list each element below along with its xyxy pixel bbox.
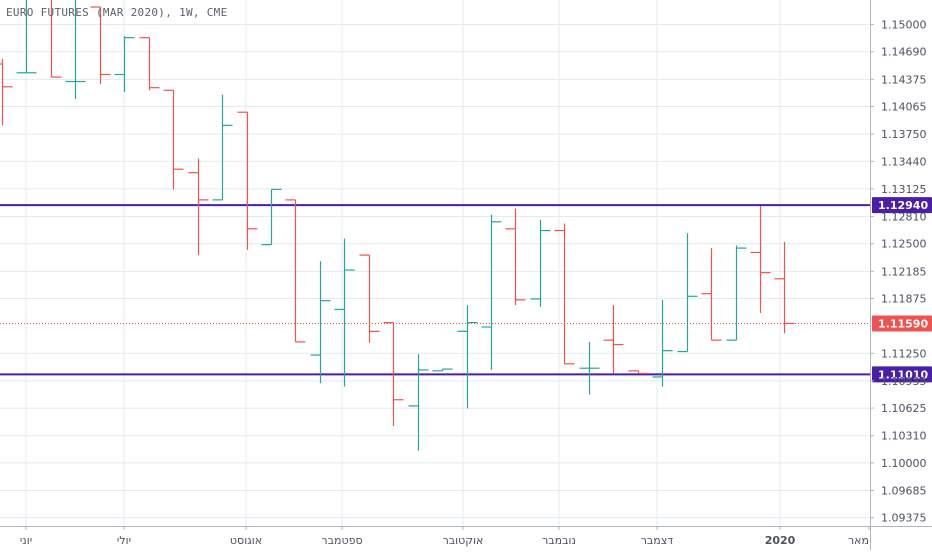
ohlc-bar (530, 220, 551, 307)
ohlc-bar (65, 0, 86, 100)
ohlc-bar (481, 214, 502, 370)
level-price-label: 1.12940 (878, 199, 928, 212)
price-tick-label: 1.14375 (881, 73, 927, 86)
price-tick-label: 1.10625 (881, 402, 927, 415)
ohlc-bar (114, 35, 135, 93)
ohlc-bar (285, 199, 306, 343)
time-tick-label: מאר (848, 534, 869, 547)
ohlc-bar (139, 37, 160, 91)
ohlc-bar (652, 299, 673, 387)
ohlc-bar (334, 238, 355, 387)
ohlc-bar (310, 261, 331, 384)
price-tick-label: 1.14065 (881, 101, 927, 114)
ohlc-bar (16, 0, 37, 74)
ohlc-bar (505, 208, 526, 306)
ohlc-bars (0, 0, 795, 451)
grid-lines (0, 0, 870, 526)
time-tick-label: אוקטובר (443, 534, 484, 547)
ohlc-bar (554, 223, 575, 365)
ohlc-bar (628, 370, 649, 375)
ohlc-bar (261, 188, 282, 246)
ohlc-bar (457, 305, 478, 409)
ohlc-bar (432, 368, 453, 372)
ohlc-bar (90, 6, 111, 85)
price-tick-label: 1.13750 (881, 128, 927, 141)
price-tick-label: 1.09375 (881, 512, 927, 525)
price-tick-label: 1.10310 (881, 430, 927, 443)
ohlc-bar (408, 354, 429, 451)
ohlc-bar (212, 94, 233, 201)
price-tick-label: 1.11875 (881, 293, 927, 306)
level-price-label: 1.11010 (878, 368, 928, 381)
ohlc-bar (50, 0, 62, 78)
horizontal-levels[interactable]: 1.12940 1.11010 1.11590 (0, 197, 932, 383)
time-tick-label: דצמבר (641, 534, 674, 547)
price-tick-label: 1.13125 (881, 183, 927, 196)
price-tick-label: 1.12185 (881, 265, 927, 278)
price-tick-label: 1.10000 (881, 457, 927, 470)
ohlc-bar (603, 305, 624, 374)
ohlc-bar (774, 241, 795, 334)
ohlc-bar (359, 254, 380, 343)
price-axis[interactable]: 1.15000 1.14690 1.14375 1.14065 1.13750 1.134… (870, 0, 927, 550)
price-tick-label: 1.10935 (881, 375, 927, 388)
price-tick-label: 1.09685 (881, 484, 927, 497)
time-tick-label: אוגוסט (230, 534, 262, 547)
ohlc-bar (579, 341, 600, 395)
ohlc-bar (0, 58, 13, 126)
ohlc-bar (383, 322, 404, 427)
price-tick-label: 1.15000 (881, 19, 927, 32)
ohlc-bar (188, 158, 209, 256)
time-tick-label: יולי (117, 534, 131, 547)
price-tick-label: 1.12810 (881, 211, 927, 224)
level-price-tag (872, 366, 932, 383)
ohlc-bar (163, 89, 184, 190)
last-price-label: 1.11590 (878, 317, 928, 330)
chart-title: EURO FUTURES (MAR 2020), 1W, CME (6, 6, 228, 19)
time-tick-label: 2020 (765, 534, 796, 547)
level-price-tag (872, 197, 932, 214)
time-tick-label: יוני (20, 534, 32, 547)
ohlc-bar (726, 245, 747, 341)
price-tick-label: 1.12500 (881, 238, 927, 251)
ohlc-bar (237, 111, 258, 250)
ohlc-bar (701, 248, 722, 341)
time-tick-label: נובמבר (542, 534, 576, 547)
ohlc-bar (677, 233, 698, 353)
last-price-tag (872, 315, 932, 332)
price-tick-label: 1.14690 (881, 46, 927, 59)
price-tick-label: 1.13440 (881, 155, 927, 168)
ohlc-bar (750, 206, 771, 313)
price-tick-label: 1.11250 (881, 347, 927, 360)
time-axis[interactable]: יוני יולי אוגוסט ספטמבר אוקטובר נובמבר דצמבר 20… (0, 526, 932, 547)
time-tick-label: ספטמבר (321, 534, 362, 547)
